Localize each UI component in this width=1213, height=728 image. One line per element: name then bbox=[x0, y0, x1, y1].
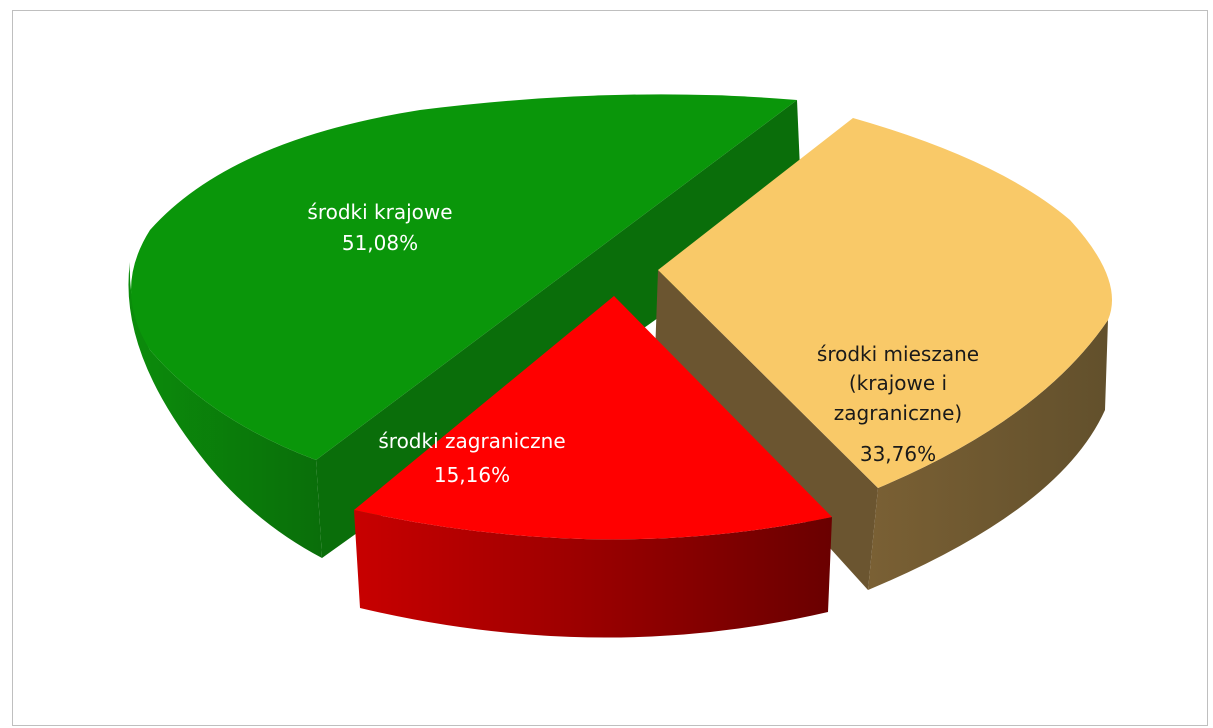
slice-krajowe-top[interactable] bbox=[131, 94, 797, 460]
slice-mieszane-side bbox=[868, 320, 1108, 590]
slice-zagraniczne-side bbox=[354, 510, 832, 638]
slice-krajowe-side bbox=[128, 262, 322, 558]
label-zagraniczne-value: 15,16% bbox=[434, 463, 510, 487]
label-krajowe: środki krajowe 51,08% bbox=[307, 200, 452, 255]
label-mieszane-line3: zagraniczne) bbox=[834, 401, 962, 425]
label-mieszane-value: 33,76% bbox=[860, 442, 936, 466]
label-mieszane-line1: środki mieszane bbox=[817, 342, 979, 366]
label-zagraniczne: środki zagraniczne 15,16% bbox=[378, 429, 565, 487]
slice-mieszane-top[interactable] bbox=[658, 118, 1113, 488]
label-mieszane: środki mieszane (krajowe i zagraniczne) … bbox=[817, 342, 979, 466]
label-krajowe-name: środki krajowe bbox=[307, 200, 452, 224]
label-krajowe-value: 51,08% bbox=[342, 231, 418, 255]
slice-zagraniczne-top[interactable] bbox=[354, 296, 832, 540]
slice-zagraniczne bbox=[354, 296, 832, 638]
label-zagraniczne-name: środki zagraniczne bbox=[378, 429, 565, 453]
label-mieszane-line2: (krajowe i bbox=[849, 371, 947, 395]
